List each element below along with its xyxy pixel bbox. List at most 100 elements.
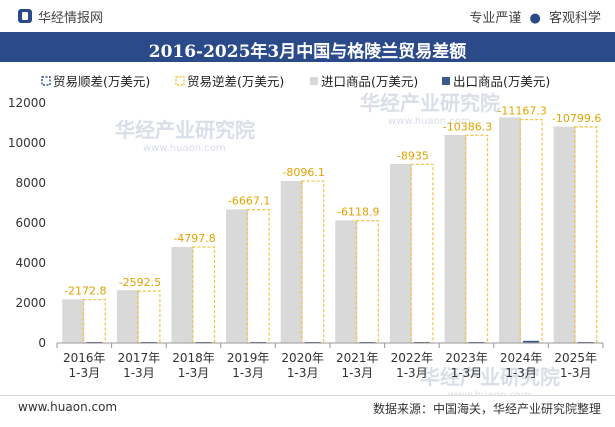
watermark-text: 华经产业研究院 [360, 91, 500, 115]
bar-imports [62, 299, 85, 343]
bar-imports [553, 126, 576, 343]
legend-label: 出口商品(万美元) [453, 74, 550, 89]
x-tick-label-line: 2018年 [172, 351, 215, 365]
bar-imports [226, 209, 249, 343]
x-tick-label-line: 1-3月 [287, 366, 319, 380]
data-label-deficit: -10386.3 [443, 120, 492, 133]
y-tick-label: 0 [38, 336, 46, 350]
x-tick-label-line: 1-3月 [560, 366, 592, 380]
legend-swatch-surplus [41, 76, 51, 86]
y-tick-label: 4000 [15, 256, 46, 270]
y-tick-label: 6000 [15, 216, 46, 230]
x-tick-label-line: 1-3月 [232, 366, 264, 380]
legend-label: 进口商品(万美元) [321, 74, 418, 89]
chart-area: 华经产业研究院www.huaon.com华经产业研究院www.huaon.com… [8, 74, 604, 395]
x-tick-label-line: 2024年 [500, 351, 543, 365]
bar-deficit [519, 119, 543, 344]
x-tick-label: 2021年 1-3月 [336, 351, 379, 380]
legend-swatch-deficit [175, 76, 185, 86]
bar-deficit [410, 163, 434, 344]
brand-name[interactable]: 华经情报网 [38, 11, 104, 26]
legend-label: 贸易顺差(万美元) [53, 74, 150, 89]
x-tick-label: 2016年 1-3月 [63, 351, 106, 380]
x-tick-label: 2024年 1-3月 [500, 351, 543, 380]
tagline-objective: 客观科学 [548, 11, 601, 26]
top-bar: 华经情报网 专业严谨 ● 客观科学 [0, 0, 615, 32]
data-label-deficit: -6667.1 [228, 195, 270, 208]
data-label-deficit: -6118.9 [337, 206, 379, 219]
bar-deficit [301, 180, 325, 344]
data-label-deficit: -2172.8 [64, 285, 106, 298]
x-tick-label: 2017年 1-3月 [118, 351, 161, 380]
x-tick-label-line: 1-3月 [396, 366, 428, 380]
bar-deficit [464, 134, 489, 344]
x-tick-label-line: 2022年 [391, 351, 434, 365]
bar-deficit [355, 220, 379, 344]
x-tick-label-line: 1-3月 [178, 366, 210, 380]
legend-swatch-imports [310, 77, 318, 85]
bar-exports [523, 340, 540, 343]
bar-imports [116, 290, 139, 343]
bars: -2172.8 -2592.5 -4797.8 -6667.1 -8096.1 -6118… [62, 105, 601, 344]
x-tick-label-line: 2017年 [118, 351, 161, 365]
watermark-url: www.huaon.com [143, 143, 226, 154]
bar-deficit [137, 290, 161, 344]
x-tick-label: 2025年 1-3月 [554, 351, 597, 380]
x-tick-label-line: 2020年 [281, 351, 324, 365]
y-tick-label: 12000 [8, 96, 46, 110]
bar-imports [444, 135, 467, 343]
footer-website[interactable]: www.huaon.com [18, 400, 118, 414]
x-tick-label: 2022年 1-3月 [391, 351, 434, 380]
tagline: 专业严谨 ● 客观科学 [469, 7, 601, 26]
x-tick-label-line: 1-3月 [68, 366, 100, 380]
x-tick-label: 2018年 1-3月 [172, 351, 215, 380]
data-label-deficit: -8096.1 [282, 166, 324, 179]
x-tick-label-line: 1-3月 [451, 366, 483, 380]
watermark-url: www.huaon.com [388, 116, 471, 127]
footer-divider [0, 395, 615, 396]
bar-deficit [82, 298, 106, 344]
bar-imports [171, 247, 194, 343]
x-tick-label-line: 2023年 [445, 351, 488, 365]
bar-imports [499, 117, 522, 344]
bar-deficit [246, 209, 270, 344]
legend-label: 贸易逆差(万美元) [187, 74, 284, 89]
data-label-deficit: -8935 [397, 149, 429, 162]
y-axis: 0 2000 4000 6000 8000 10000 12000 [8, 96, 46, 350]
x-tick-label-line: 2019年 [227, 351, 270, 365]
x-tick-label-line: 1-3月 [505, 366, 537, 380]
watermark: 华经产业研究院www.huaon.com华经产业研究院www.huaon.com… [115, 91, 560, 395]
footer-source: 数据来源：中国海关，华经产业研究院整理 [372, 402, 601, 416]
watermark-url: www.huaon.com [448, 390, 531, 395]
x-tick-label-line: 2025年 [554, 351, 597, 365]
x-tick-label: 2019年 1-3月 [227, 351, 270, 380]
chart-legend: 贸易顺差(万美元) 贸易逆差(万美元) 进口商品(万美元) 出口商品(万美元) [41, 74, 550, 89]
tagline-professional: 专业严谨 [469, 11, 522, 26]
y-tick-label: 8000 [15, 176, 46, 190]
brand-logo-icon [18, 9, 32, 23]
x-tick-label-line: 2021年 [336, 351, 379, 365]
x-tick-label-line: 1-3月 [341, 366, 373, 380]
data-label-deficit: -10799.6 [552, 112, 601, 125]
data-label-deficit: -4797.8 [173, 232, 215, 245]
watermark-text: 华经产业研究院 [420, 365, 560, 389]
y-tick-label: 2000 [15, 296, 46, 310]
x-tick-label-line: 1-3月 [123, 366, 155, 380]
title-bar [0, 32, 615, 62]
data-label-deficit: -11167.3 [497, 105, 546, 118]
watermark-text: 华经产业研究院 [115, 118, 255, 142]
bar-deficit [574, 126, 598, 344]
data-label-deficit: -2592.5 [119, 276, 161, 289]
bar-deficit [191, 246, 216, 344]
chart-title: 2016-2025年3月中国与格陵兰贸易差额 [148, 42, 467, 62]
legend-swatch-exports [442, 77, 450, 85]
bar-imports [389, 164, 412, 343]
x-tick-label-line: 2016年 [63, 351, 106, 365]
bar-imports [335, 220, 358, 343]
x-tick-label: 2023年 1-3月 [445, 351, 488, 380]
x-tick-label: 2020年 1-3月 [281, 351, 324, 380]
bar-imports [280, 181, 303, 343]
bullet-icon: ● [529, 11, 541, 26]
y-tick-label: 10000 [8, 136, 46, 150]
